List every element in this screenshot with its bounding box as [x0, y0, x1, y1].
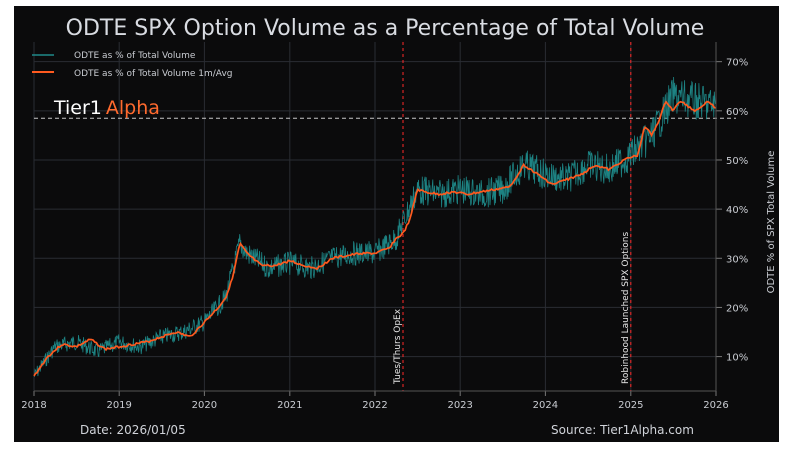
x-tick-label: 2019	[106, 400, 131, 411]
y-tick-label: 40%	[726, 205, 748, 216]
chart-frame: Tues/Thurs OpEx Robinhood Launched SPX Op…	[14, 6, 779, 442]
x-tick-label: 2022	[362, 400, 387, 411]
x-tick-label: 2024	[533, 400, 558, 411]
footer-source: Source: Tier1Alpha.com	[551, 423, 694, 437]
series-avg-line	[33, 100, 717, 377]
brand-logo: Tier1 Alpha	[53, 97, 160, 119]
brand-part1: Tier1	[53, 97, 102, 119]
y-tick-label: 50%	[726, 156, 748, 167]
x-tick-label: 2021	[277, 400, 302, 411]
event-marker-label: Tues/Thurs OpEx	[393, 308, 403, 385]
series-daily-line	[33, 76, 717, 377]
legend-label-daily: ODTE as % of Total Volume	[74, 51, 196, 61]
y-axis-label: ODTE % of SPX Total Volume	[766, 151, 777, 294]
legend: ODTE as % of Total Volume ODTE as % of T…	[32, 51, 232, 79]
x-tick-label: 2023	[447, 400, 472, 411]
y-tick-label: 60%	[726, 107, 748, 118]
axes-group: 10% 20% 30% 40% 50% 60% 70% 2018 2019 2020 2021 202…	[21, 42, 748, 411]
footer-date: Date: 2026/01/05	[80, 423, 186, 437]
x-tick-label: 2020	[192, 400, 217, 411]
y-tick-label: 20%	[726, 303, 748, 314]
x-tick-label: 2025	[618, 400, 643, 411]
grid-lines	[33, 42, 717, 391]
event-marker-label: Robinhood Launched SPX Options	[621, 232, 631, 384]
x-tick-label: 2018	[21, 400, 46, 411]
y-tick-label: 10%	[726, 353, 748, 364]
chart-svg: Tues/Thurs OpEx Robinhood Launched SPX Op…	[21, 16, 777, 437]
legend-label-avg: ODTE as % of Total Volume 1m/Avg	[74, 69, 232, 79]
brand-part2: Alpha	[106, 97, 160, 119]
event-markers: Tues/Thurs OpEx Robinhood Launched SPX Op…	[393, 42, 632, 391]
chart-title: ODTE SPX Option Volume as a Percentage o…	[66, 16, 705, 41]
x-tick-label: 2026	[703, 400, 728, 411]
y-tick-label: 30%	[726, 254, 748, 265]
y-tick-label: 70%	[726, 58, 748, 69]
series-group	[33, 76, 717, 377]
